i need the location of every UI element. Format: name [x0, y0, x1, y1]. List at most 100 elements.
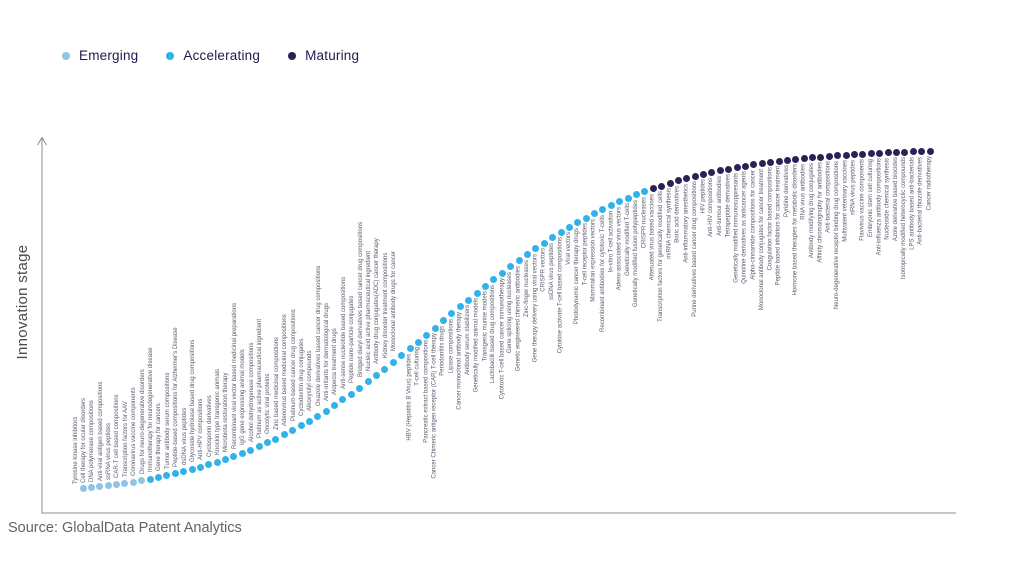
data-point-label: Anti-HIV compositions — [708, 177, 715, 237]
data-point-label: Cancer radiotherapy — [926, 156, 933, 211]
data-point-label: Platinum as active pharmaceutical ingred… — [256, 318, 263, 438]
data-point-dot — [742, 162, 749, 170]
data-point-label: Antibody serum stabilizers — [465, 305, 472, 376]
legend-swatch-maturing — [288, 51, 297, 60]
data-point-label: Adeno-associated virus vectors — [616, 206, 623, 291]
data-point-label: DNA polymerase compositions — [89, 400, 96, 482]
data-point-dot — [456, 303, 464, 311]
data-point-dot — [87, 484, 95, 492]
data-point-dot — [892, 148, 900, 156]
data-point-dot — [222, 456, 230, 464]
data-point-label: Alcohol dehydrogenase compositions — [248, 342, 255, 442]
data-point-label: miRNA chemical synthesis — [666, 188, 673, 260]
data-point-dot — [867, 150, 875, 158]
data-point-dot — [289, 427, 297, 435]
data-point-label: Neuro-degenerative receptor binding drug… — [834, 160, 841, 309]
data-point-dot — [465, 296, 473, 304]
data-point-label: Coagulation factor based compositions — [767, 167, 774, 271]
data-point-dot — [599, 206, 607, 214]
data-point-dot — [926, 147, 934, 155]
data-point-dot — [666, 179, 674, 187]
data-point-dot — [129, 478, 137, 486]
legend-swatch-accelerating — [166, 51, 175, 60]
data-point-label: Anti-bacterial compositions — [825, 161, 832, 234]
data-point-dot — [322, 407, 330, 415]
data-point-label: Monoclonal antibody drugs for cancer — [391, 250, 398, 351]
data-point-dot — [691, 172, 699, 180]
data-point-label: Purine derivatives based cancer drug com… — [691, 181, 698, 318]
data-point-dot — [230, 453, 238, 461]
data-point-dot — [113, 481, 121, 489]
data-point-label: Alkoxysilyl compounds — [307, 350, 314, 412]
data-point-label: Monoclonal antibody conjugates for cance… — [758, 168, 765, 310]
data-point-dot — [79, 485, 87, 493]
data-point-label: Transcription factors for genetically mo… — [658, 191, 665, 322]
data-point-dot — [549, 234, 557, 242]
data-point-dot — [146, 475, 154, 483]
data-point-label: Multivalent veterinary vaccines — [842, 160, 849, 242]
data-point-dot — [154, 473, 162, 481]
data-point-dot — [624, 194, 632, 202]
data-point-dot — [775, 157, 783, 165]
data-point-dot — [758, 160, 766, 168]
data-point-dot — [364, 378, 372, 386]
data-point-label: Drugs for neuro-degenerative disorders — [139, 369, 146, 475]
data-point-label: rtRNA virus peptides — [851, 159, 858, 215]
legend-item-maturing: Maturing — [288, 48, 359, 63]
data-point-dot — [389, 359, 397, 367]
legend-item-emerging: Emerging — [62, 48, 138, 63]
data-point-label: CRISPR nucleases — [641, 196, 648, 249]
data-point-label: Embryonic stem cell culturing — [867, 158, 874, 237]
data-point-dot — [725, 165, 733, 173]
data-point-dot — [96, 483, 104, 491]
data-point-dot — [498, 269, 506, 277]
data-point-dot — [104, 482, 112, 490]
data-point-dot — [574, 219, 582, 227]
data-point-dot — [373, 372, 380, 380]
data-point-dot — [700, 170, 708, 178]
data-point-dot — [213, 458, 221, 466]
data-point-label: Cancer monoclonal antibody therapy — [456, 311, 463, 410]
data-point-dot — [255, 443, 263, 451]
y-axis-arrow-icon — [37, 136, 47, 146]
data-point-label: Alpha-cinnamide compositions for cancer — [750, 169, 757, 280]
axis-lines — [41, 138, 956, 514]
data-point-label: Periodontitis drugs — [440, 325, 447, 376]
data-point-dot — [339, 396, 347, 404]
data-point-label: Affinity chromatography for antibodies — [817, 162, 824, 263]
data-point-dot — [406, 345, 414, 353]
data-point-label: Boric acid derivatives — [674, 185, 681, 243]
data-point-dot — [331, 402, 339, 410]
data-point-dot — [121, 479, 129, 487]
data-point-dot — [188, 466, 196, 474]
data-point-label: Genetically modified T-cells — [624, 203, 631, 277]
data-point-label: Oncolytic viral proteins — [265, 373, 272, 435]
data-point-dot — [616, 198, 624, 206]
data-point-dot — [674, 177, 682, 185]
source-caption: Source: GlobalData Patent Analytics — [8, 520, 242, 536]
data-point-dot — [196, 463, 204, 471]
data-point-label: Glycoside hydrolase based drug compositi… — [189, 339, 196, 463]
data-point-label: Gene therapy delivery using viral vector… — [532, 253, 539, 363]
data-point-dot — [750, 161, 758, 169]
data-point-label: T-cell receptor peptides — [582, 223, 589, 286]
data-point-label: Alopecia treatment drugs — [332, 328, 339, 395]
data-point-dot — [582, 214, 590, 222]
data-point-dot — [708, 169, 716, 177]
data-point-dot — [859, 150, 867, 158]
data-point-dot — [532, 245, 540, 253]
data-point-dot — [482, 282, 490, 290]
data-point-label: Anti-viral antigen based compositions — [97, 381, 104, 481]
data-point-label: Genetically modified animal models — [473, 298, 480, 393]
data-point-label: In-vitro T-cell activation — [607, 210, 614, 272]
data-point-label: T-cell culturing — [414, 347, 421, 386]
data-point-dot — [490, 276, 498, 284]
data-point-label: Microbiota restoration therapy — [223, 372, 230, 452]
data-point-label: Peptide nano-particle conjugates — [349, 295, 356, 384]
data-point-label: Peptide-based compositions for Alzheimer… — [173, 327, 180, 467]
data-point-label: Lipase compositions — [448, 318, 455, 374]
data-point-label: Pancreatic extract based compositions — [423, 340, 430, 443]
data-point-label: Genetically modified immunosuppresants — [733, 172, 740, 283]
data-point-dot — [909, 148, 917, 156]
